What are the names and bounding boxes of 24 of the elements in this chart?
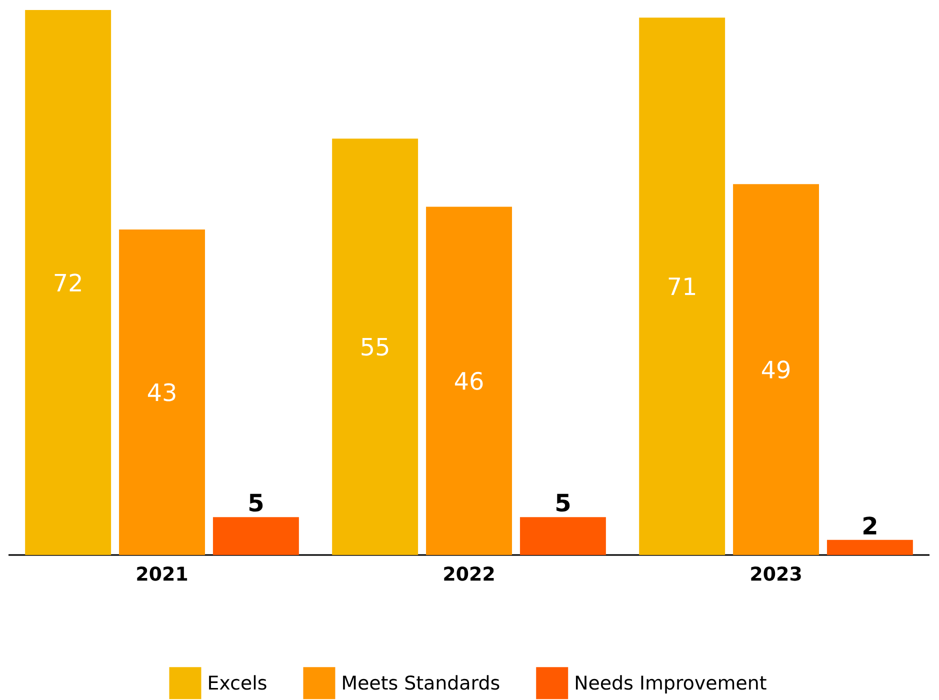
x-tick-label: 2021: [137, 566, 188, 581]
data-label: 46: [454, 372, 483, 390]
legend-label: Meets Standards: [343, 675, 500, 690]
bar: [639, 18, 726, 555]
legend-label: Needs Improvement: [576, 675, 766, 694]
bar: [426, 206, 512, 555]
data-label: 71: [668, 278, 696, 295]
data-label: 43: [148, 383, 176, 402]
data-label: 72: [54, 274, 81, 292]
data-label: 2: [864, 516, 876, 534]
bar: [826, 540, 913, 555]
bar: [119, 230, 205, 555]
data-label: 55: [362, 338, 388, 356]
bar: [25, 10, 112, 555]
bar: [520, 517, 606, 555]
bar: [212, 517, 299, 555]
data-label: 5: [249, 494, 263, 512]
legend-label: Excels: [209, 675, 266, 690]
x-tick-label: 2022: [444, 566, 494, 581]
bar: [733, 184, 819, 555]
data-label: 5: [556, 494, 570, 512]
x-tick-label: 2023: [751, 566, 801, 581]
bar: [332, 138, 418, 555]
data-label: 49: [762, 360, 790, 379]
